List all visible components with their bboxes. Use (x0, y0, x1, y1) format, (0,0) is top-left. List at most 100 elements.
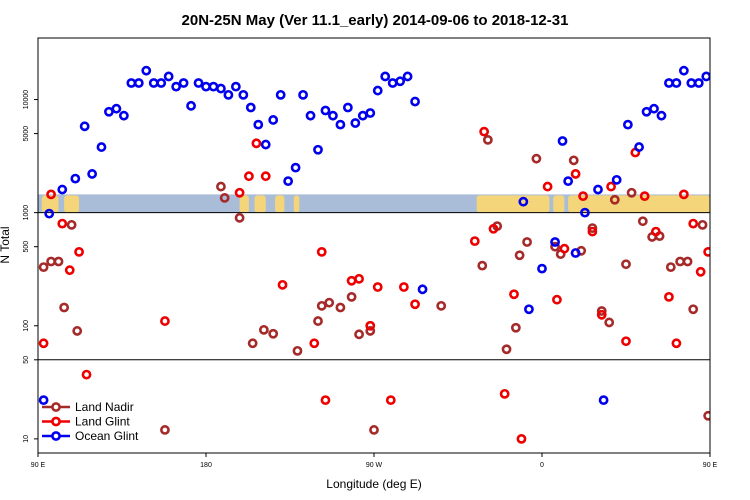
series-2-point-8 (111, 103, 122, 114)
series-0-point-48 (697, 219, 708, 230)
y-axis: 10 50 100 500 1000 5000 10000 (23, 90, 38, 443)
y-tick-label-50: 50 (23, 356, 30, 364)
series-2-point-68 (678, 65, 689, 76)
series-1-point-39 (650, 226, 661, 237)
series-2-point-9 (118, 110, 129, 121)
series-0-point-9 (234, 212, 245, 223)
series-0-point-12 (268, 328, 279, 339)
series-0-point-20 (365, 326, 376, 336)
series-0-point-28 (514, 250, 525, 261)
map-strip-land-6 (476, 195, 550, 213)
series-2-point-30 (275, 89, 286, 100)
series-1-point-12 (309, 338, 320, 349)
map-strip-land-1 (64, 195, 80, 213)
y-tick-label-100: 100 (23, 320, 30, 332)
series-0-point-1 (46, 256, 56, 267)
series-2-point-41 (357, 110, 368, 121)
series-1-point-4 (74, 246, 84, 257)
series-2-point-64 (649, 103, 659, 114)
series-1-point-35 (606, 181, 616, 192)
series-2-point-51 (524, 304, 534, 315)
series-2-point-67 (671, 78, 682, 88)
series-2-point-23 (223, 89, 234, 100)
series-2-point-52 (537, 263, 547, 274)
series-1-point-16 (354, 273, 364, 284)
series-0-point-2 (53, 256, 64, 267)
map-strip-land-0 (41, 195, 59, 213)
series-0-point-8 (219, 193, 230, 203)
legend-label-1: Land Glint (75, 415, 130, 429)
series-2-point-11 (133, 78, 144, 88)
series-2-point-56 (570, 248, 581, 258)
series-2-point-5 (87, 169, 98, 179)
series-2-point-33 (298, 89, 308, 100)
series-2-point-39 (342, 102, 353, 113)
series-2-point-14 (156, 78, 167, 88)
series-1-point-28 (542, 181, 553, 192)
series-0-point-23 (477, 260, 488, 271)
map-strip-land-2 (239, 195, 249, 213)
series-2-point-44 (380, 71, 391, 82)
series-1-point-3 (64, 265, 75, 276)
series-0-point-29 (522, 237, 532, 247)
series-1-point-15 (346, 275, 357, 286)
series-0-point-50 (712, 326, 719, 333)
series-2-point-27 (253, 119, 264, 130)
series-0-point-49 (703, 410, 710, 421)
y-tick-label-5000: 5000 (23, 126, 30, 142)
series-1-point-24 (488, 223, 499, 234)
series-2-point-2 (57, 184, 68, 195)
series-2-point-31 (283, 176, 294, 187)
series-2-point-12 (141, 65, 152, 76)
series-2-point-59 (598, 395, 609, 406)
series-2-point-35 (313, 144, 323, 155)
series-2-point-53 (550, 237, 560, 247)
y-tick-label-10: 10 (23, 435, 30, 443)
series-0-point-4 (66, 219, 77, 230)
series-2-point-1 (44, 208, 55, 219)
series-2-point-37 (328, 110, 338, 121)
x-tick-label-180: 180 (200, 462, 212, 469)
series-1-point-0 (38, 338, 49, 349)
series-1-point-26 (509, 289, 519, 300)
series-0-point-26 (501, 344, 512, 355)
series-1-point-40 (664, 291, 674, 302)
reference-lines (38, 212, 710, 361)
series-0-point-46 (682, 256, 693, 267)
series-1-point-6 (160, 316, 170, 326)
series-2-point-58 (593, 184, 603, 195)
series-2-point-55 (563, 176, 574, 187)
series-0-point-17 (335, 302, 346, 313)
series-0-point-19 (354, 329, 364, 340)
series-2-point-0 (38, 395, 49, 406)
series-2-point-70 (693, 78, 704, 88)
series-1-point-46 (712, 371, 719, 378)
series-0-point-33 (568, 155, 579, 166)
x-axis: 90 E 180 90 W 0 90 E (31, 453, 718, 469)
series-2-point-20 (201, 81, 211, 92)
series-2-point-21 (208, 81, 219, 92)
series-1-point-17 (365, 320, 376, 331)
series-2-point-66 (664, 78, 674, 88)
series-1-point-45 (703, 246, 710, 257)
y-axis-label: N Total (0, 226, 12, 263)
series-0-point-40 (626, 187, 637, 198)
series-0-point-3 (59, 302, 70, 313)
series-2-point-38 (335, 119, 346, 130)
series-2-point-6 (96, 142, 107, 152)
series-1-point-18 (372, 282, 383, 292)
map-strip-land-3 (254, 195, 266, 213)
series-2-point-18 (186, 100, 196, 111)
series-2-point-29 (268, 115, 279, 125)
series-1-point-10 (260, 171, 271, 182)
series-0-point-7 (216, 181, 226, 192)
series-1-point-31 (570, 169, 581, 179)
series-0-point-31 (550, 241, 560, 252)
series-1-point-5 (81, 369, 92, 380)
series-1-point-33 (587, 226, 598, 237)
series-0-point-0 (38, 262, 49, 273)
series-2-point-65 (656, 110, 667, 121)
y-tick-label-1000: 1000 (23, 205, 30, 221)
series-2-point-63 (641, 106, 652, 117)
